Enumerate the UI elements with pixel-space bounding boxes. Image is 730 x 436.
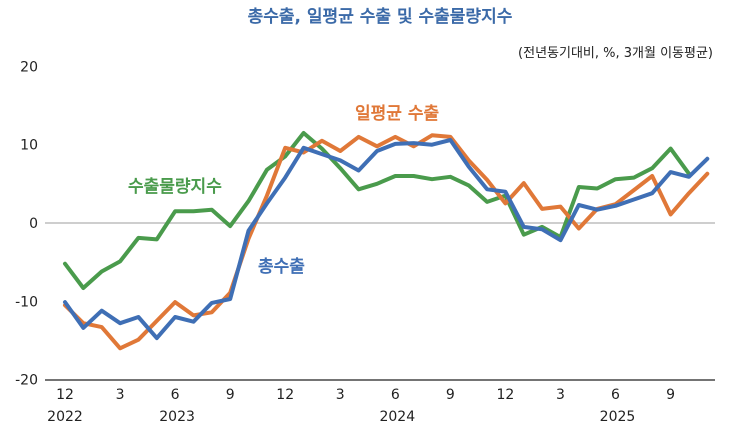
chart-title: 총수출, 일평균 수출 및 수출물량지수 [248, 7, 513, 27]
y-tick-label: 10 [20, 138, 38, 154]
y-tick-label: 20 [20, 59, 38, 75]
x-tick-label: 6 [171, 387, 180, 403]
x-tick-label: 9 [666, 387, 675, 403]
x-tick-label: 12 [496, 387, 514, 403]
legend-label-daily-average-export: 일평균 수출 [355, 104, 439, 124]
x-year-label: 2022 [47, 409, 83, 425]
x-year-label: 2025 [600, 409, 636, 425]
x-tick-label: 6 [391, 387, 400, 403]
x-tick-label: 9 [446, 387, 455, 403]
legend-label-total-export: 총수출 [258, 257, 305, 277]
series-line [63, 133, 710, 351]
series-group [63, 131, 710, 351]
x-year-label: 2024 [379, 409, 415, 425]
y-tick-label: -10 [15, 294, 38, 310]
x-tick-label: 12 [276, 387, 294, 403]
x-tick-label: 9 [226, 387, 235, 403]
chart-subtitle: (전년동기대비, %, 3개월 이동평균) [518, 46, 713, 61]
legend-label-export-volume: 수출물량지수 [128, 177, 222, 197]
x-tick-label: 3 [556, 387, 565, 403]
x-axis: 12 2022 3 6 2023 9 12 3 6 2024 9 12 3 6 2025 9 [47, 387, 675, 425]
x-tick-label: 6 [611, 387, 620, 403]
x-tick-label: 12 [56, 387, 74, 403]
series-line [63, 138, 710, 341]
y-tick-label: 0 [29, 216, 38, 232]
x-tick-label: 3 [336, 387, 345, 403]
x-tick-label: 3 [116, 387, 125, 403]
y-tick-label: -20 [15, 373, 38, 389]
series-line [63, 131, 691, 290]
x-year-label: 2023 [159, 409, 195, 425]
y-axis: 20 10 0 -10 -20 [15, 59, 38, 388]
